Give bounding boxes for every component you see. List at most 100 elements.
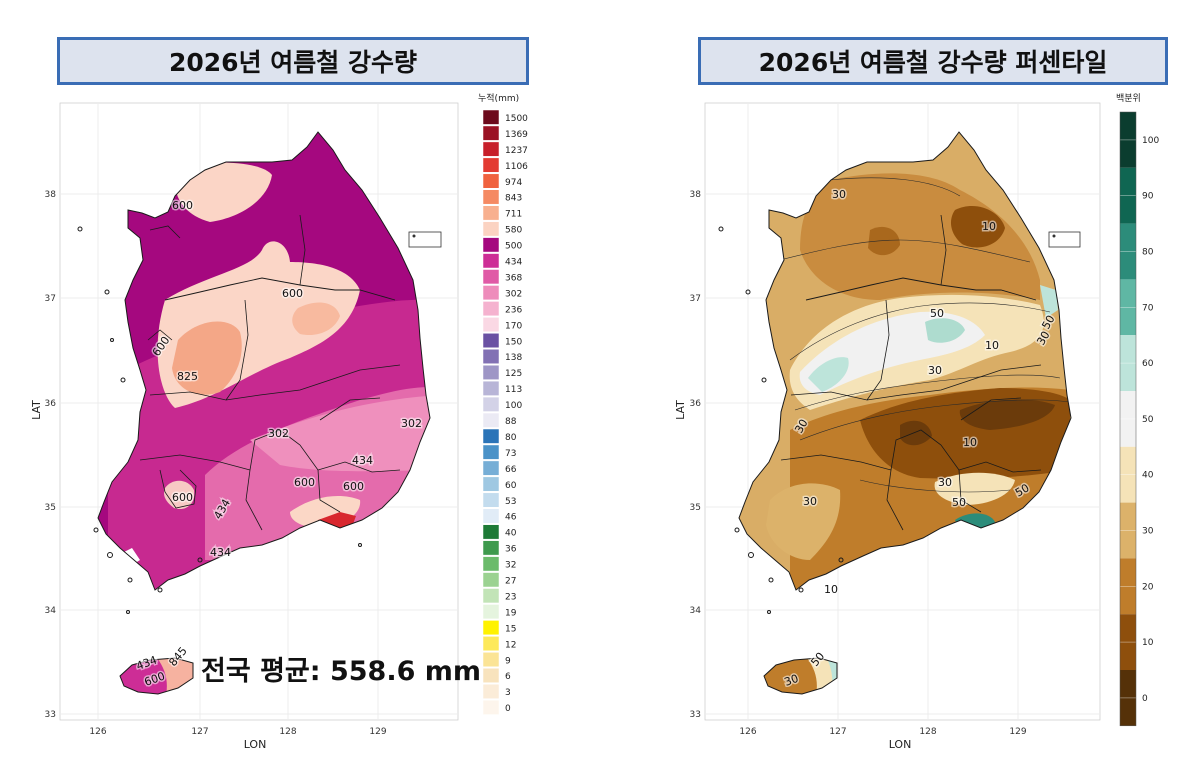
- contour-label: 30: [832, 188, 846, 201]
- right-map-panel: 126 127 128 129 33 34 35 36 37 38 LON LAT 30 10 5…: [674, 93, 1159, 751]
- contour-label: 434: [352, 454, 373, 467]
- right-y-axis-label: LAT: [674, 400, 687, 420]
- legend-swatch: [482, 173, 500, 189]
- left-y-axis-label: LAT: [30, 400, 43, 420]
- legend-label: 302: [505, 289, 522, 299]
- contour-label: 302: [268, 427, 289, 440]
- legend-swatch: [482, 221, 500, 237]
- left-legend: 1500136912371106974843711580500434368302…: [482, 109, 528, 715]
- legend-swatch: [482, 572, 500, 588]
- x-tick-label: 127: [829, 727, 846, 737]
- contour-label: 600: [294, 476, 315, 489]
- x-tick-label: 129: [1009, 727, 1026, 737]
- contour-label: 600: [172, 491, 193, 504]
- legend-swatch: [482, 604, 500, 620]
- right-x-axis-label: LON: [889, 738, 912, 751]
- contour-label: 30: [938, 476, 952, 489]
- legend-swatch: [482, 317, 500, 333]
- legend-swatch: [482, 237, 500, 253]
- legend-label: 20: [1142, 582, 1154, 592]
- legend-label: 150: [505, 337, 522, 347]
- contour-label: 600: [172, 199, 193, 212]
- legend-swatch: [482, 683, 500, 699]
- legend-swatch: [482, 652, 500, 667]
- legend-label: 12: [505, 640, 516, 650]
- legend-label: 6: [505, 672, 511, 682]
- legend-swatch: [482, 364, 500, 380]
- legend-label: 80: [505, 433, 517, 443]
- y-tick-label: 36: [690, 399, 702, 409]
- legend-label: 580: [505, 226, 522, 236]
- legend-label: 60: [1142, 359, 1154, 369]
- contour-label: 434: [210, 546, 231, 559]
- right-axis-ticks: 126 127 128 129 33 34 35 36 37 38: [690, 190, 1027, 737]
- legend-label: 0: [505, 704, 511, 714]
- left-islands: [77, 226, 362, 614]
- legend-label: 90: [1142, 192, 1154, 202]
- legend-swatch: [482, 588, 500, 604]
- contour-label: 10: [982, 220, 996, 233]
- legend-swatch: [482, 412, 500, 428]
- legend-label: 32: [505, 561, 516, 571]
- legend-swatch: [482, 636, 500, 652]
- contour-label: 50: [952, 496, 966, 509]
- legend-swatch: [482, 508, 500, 524]
- legend-label: 60: [505, 481, 517, 491]
- left-legend-title: 누적(mm): [478, 92, 519, 104]
- contour-label: 10: [985, 339, 999, 352]
- legend-label: 66: [505, 465, 517, 475]
- legend-label: 23: [505, 592, 516, 602]
- legend-label: 100: [505, 401, 522, 411]
- national-average: 전국 평균: 558.6 mm: [201, 656, 481, 687]
- legend-label: 70: [1142, 303, 1154, 313]
- legend-label: 88: [505, 417, 517, 427]
- x-tick-label: 127: [191, 727, 208, 737]
- legend-swatch: [482, 205, 500, 221]
- y-tick-label: 37: [690, 294, 701, 304]
- legend-label: 10: [1142, 638, 1154, 648]
- legend-label: 46: [505, 513, 517, 523]
- legend-swatch: [482, 157, 500, 173]
- x-tick-label: 129: [369, 727, 386, 737]
- legend-label: 113: [505, 385, 522, 395]
- right-panel-title: 2026년 여름철 강수량 퍼센타일: [698, 37, 1168, 85]
- legend-label: 30: [1142, 527, 1154, 537]
- legend-label: 434: [505, 258, 522, 268]
- y-tick-label: 36: [45, 399, 57, 409]
- contour-label: 30: [783, 672, 801, 689]
- legend-swatch: [482, 349, 500, 364]
- legend-label: 19: [505, 608, 517, 618]
- legend-label: 138: [505, 353, 522, 363]
- legend-swatch: [482, 396, 500, 412]
- legend-swatch: [482, 253, 500, 269]
- legend-swatch: [482, 301, 500, 317]
- legend-label: 27: [505, 577, 516, 587]
- legend-label: 50: [1142, 415, 1154, 425]
- y-tick-label: 37: [45, 294, 56, 304]
- legend-swatch: [482, 444, 500, 460]
- right-legend-title: 백분위: [1116, 93, 1141, 104]
- legend-label: 36: [505, 545, 517, 555]
- legend-label: 368: [505, 273, 522, 283]
- contour-label: 30: [928, 364, 942, 377]
- contour-label: 10: [824, 583, 838, 596]
- legend-swatch: [482, 524, 500, 540]
- legend-label: 974: [505, 178, 522, 188]
- legend-label: 0: [1142, 694, 1148, 704]
- y-tick-label: 35: [690, 503, 701, 513]
- right-contour-lines: [779, 177, 1071, 493]
- left-dokdo-inset: [408, 231, 442, 248]
- legend-swatch: [482, 620, 500, 636]
- left-x-axis-label: LON: [244, 738, 267, 751]
- legend-swatch: [482, 189, 500, 205]
- contour-label: 302: [401, 417, 422, 430]
- contour-label: 30: [803, 495, 817, 508]
- legend-swatch: [482, 556, 500, 572]
- legend-label: 40: [1142, 471, 1154, 481]
- legend-label: 1500: [505, 114, 528, 124]
- y-tick-label: 34: [690, 606, 702, 616]
- right-islands: [718, 226, 844, 614]
- right-boundaries: [738, 131, 1072, 695]
